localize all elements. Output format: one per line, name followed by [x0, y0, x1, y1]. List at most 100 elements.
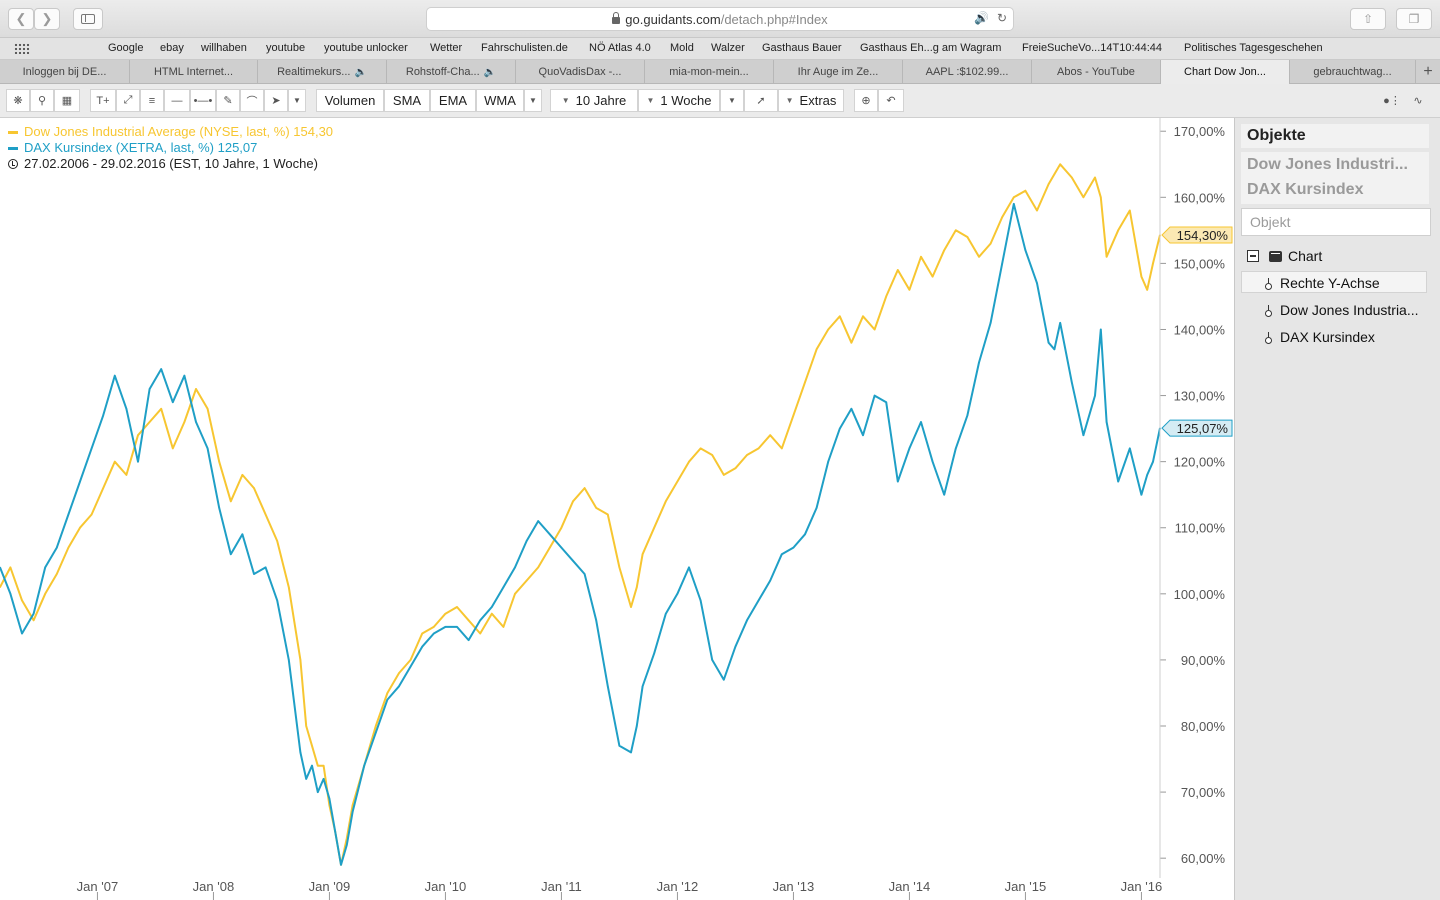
favorite-link[interactable]: NÖ Atlas 4.0 [589, 42, 651, 54]
show-tabs-button[interactable]: ❐ [1396, 8, 1432, 30]
dax-data-point [955, 447, 957, 450]
chart-type-button[interactable]: ➚ [744, 89, 778, 112]
settings-button[interactable]: ❋ [6, 89, 30, 112]
chart-type-dropdown[interactable]: ▼ [720, 89, 744, 112]
pulse-button[interactable]: ∿ [1406, 89, 1430, 112]
browser-tab[interactable]: Abos - YouTube [1032, 60, 1161, 84]
dow-data-point [618, 566, 621, 569]
chevron-down-icon: ▼ [728, 96, 736, 105]
sma-button[interactable]: SMA [384, 89, 430, 112]
volume-button[interactable]: Volumen [316, 89, 384, 112]
interval-select[interactable]: ▼ 1 Woche [638, 89, 720, 112]
browser-tab[interactable]: AAPL :$102.99... [903, 60, 1032, 84]
collapse-icon[interactable] [1247, 250, 1259, 262]
browser-tab[interactable]: HTML Internet... [130, 60, 258, 84]
speaker-icon[interactable]: 🔈 [354, 66, 367, 78]
dow-data-point [444, 612, 447, 615]
y-tick-label: 130,00% [1174, 389, 1226, 404]
tree-item-dow[interactable]: Dow Jones Industria... [1265, 302, 1419, 318]
node-icon [1265, 277, 1272, 290]
dow-data-point [230, 500, 232, 503]
indicators-dropdown[interactable]: ▼ [524, 89, 542, 112]
speaker-icon[interactable]: 🔈 [483, 66, 497, 78]
new-tab-button[interactable]: + [1423, 63, 1433, 80]
favorite-link[interactable]: Gasthaus Bauer [762, 42, 842, 54]
browser-tab[interactable]: Inloggen bij DE... [0, 60, 130, 84]
fibonacci-tool-button[interactable]: ≡ [140, 89, 164, 112]
share-button[interactable]: ⇧ [1350, 8, 1386, 30]
undo-button[interactable]: ↶ [878, 89, 904, 112]
dow-data-point [1094, 176, 1096, 179]
browser-tab[interactable]: gebrauchtwag... [1290, 60, 1416, 84]
grid-icon[interactable] [14, 43, 30, 54]
browser-tab[interactable]: Realtimekurs... 🔈 [258, 60, 387, 84]
layout-button[interactable]: ▦ [54, 89, 80, 112]
ema-button[interactable]: EMA [430, 89, 476, 112]
tree-item-chart[interactable]: Chart [1247, 248, 1322, 264]
arc-tool-button[interactable]: ⌒ [240, 89, 264, 112]
favorite-link[interactable]: youtube unlocker [324, 42, 408, 54]
browser-tab[interactable]: Rohstoff-Cha... 🔈 [387, 60, 516, 84]
pen-tool-button[interactable]: ✎ [216, 89, 240, 112]
reload-icon[interactable]: ↻ [996, 11, 1007, 25]
browser-tab[interactable]: Ihr Auge im Ze... [774, 60, 903, 84]
dow-data-point [0, 586, 1, 588]
chevron-left-icon: ❮ [15, 11, 27, 26]
favorite-link[interactable]: Gasthaus Eh...g am Wagram [860, 42, 1002, 54]
legend-dow[interactable]: Dow Jones Industrial Average (NYSE, last… [8, 124, 333, 140]
zoom-in-button[interactable]: ⊕ [854, 89, 878, 112]
favorite-link[interactable]: Fahrschulisten.de [481, 42, 568, 54]
tree-item-right-axis[interactable]: Rechte Y-Achse [1265, 275, 1380, 291]
address-bar[interactable]: go.guidants.com/detach.php#Index 🔊 ↻ [426, 7, 1014, 31]
legend-dax[interactable]: DAX Kursindex (XETRA, last, %) 125,07 [8, 140, 333, 156]
segment-tool-button[interactable]: •—• [190, 89, 216, 112]
dax-data-point [90, 447, 93, 450]
range-select[interactable]: ▼ 10 Jahre [550, 89, 638, 112]
chevron-right-icon: ❯ [41, 11, 53, 26]
dow-data-point [688, 460, 690, 463]
browser-tab[interactable]: mia-mon-mein... [645, 60, 774, 84]
sidebar-toggle-button[interactable] [73, 8, 103, 30]
favorite-link[interactable]: youtube [266, 42, 306, 54]
dow-data-point [955, 229, 957, 232]
extras-button[interactable]: ▼ Extras [778, 89, 844, 112]
tree-item-dax[interactable]: DAX Kursindex [1265, 329, 1375, 345]
favorite-link[interactable]: Wetter [430, 42, 463, 54]
favorite-link[interactable]: Google [108, 42, 144, 54]
object-item[interactable]: DAX Kursindex [1247, 181, 1364, 198]
wma-button[interactable]: WMA [476, 89, 524, 112]
dow-data-point [241, 474, 244, 476]
dax-data-point [908, 447, 911, 450]
url-path: /detach.php#Index [720, 11, 828, 27]
arrow-tool-button[interactable]: ➤ [264, 89, 288, 112]
tools-dropdown[interactable]: ▼ [288, 89, 306, 112]
price-chart[interactable]: 170,00% 160,00% 150,00% 140,00% 130,00% 120,0… [0, 118, 1234, 900]
dow-data-point [595, 507, 597, 509]
dow-data-point [1036, 209, 1038, 212]
object-item[interactable]: Dow Jones Industri... [1247, 156, 1408, 173]
favorite-link[interactable]: willhaben [201, 42, 247, 54]
trendline-tool-button[interactable]: ⤢ [116, 89, 140, 112]
objects-panel-button[interactable]: ●⋮ [1380, 89, 1404, 112]
dow-data-point [21, 599, 23, 602]
chart-area[interactable]: 170,00% 160,00% 150,00% 140,00% 130,00% 120,0… [0, 118, 1234, 900]
forward-button[interactable]: ❯ [34, 8, 60, 30]
zoom-button[interactable]: ⚲ [30, 89, 54, 112]
dax-data-point [1094, 394, 1096, 397]
dax-data-point [734, 645, 737, 648]
text-tool-button[interactable]: T+ [90, 89, 116, 112]
horizontal-line-button[interactable]: — [164, 89, 190, 112]
speaker-icon[interactable]: 🔊 [973, 11, 989, 25]
dax-data-point [583, 573, 586, 575]
favorite-link[interactable]: ebay [160, 42, 184, 54]
object-search-input[interactable] [1241, 208, 1431, 236]
favorite-link[interactable]: Politisches Tagesgeschehen [1184, 42, 1323, 54]
favorite-link[interactable]: FreieSucheVo...14T10:44:44 [1022, 42, 1163, 54]
back-button[interactable]: ❮ [8, 8, 34, 30]
dow-data-point [79, 526, 81, 529]
browser-tab[interactable]: QuoVadisDax -... [516, 60, 645, 84]
y-tick-label: 170,00% [1174, 124, 1226, 139]
favorite-link[interactable]: Walzer [711, 42, 745, 54]
browser-tab-active[interactable]: Chart Dow Jon... [1161, 60, 1290, 84]
favorite-link[interactable]: Mold [670, 42, 694, 54]
